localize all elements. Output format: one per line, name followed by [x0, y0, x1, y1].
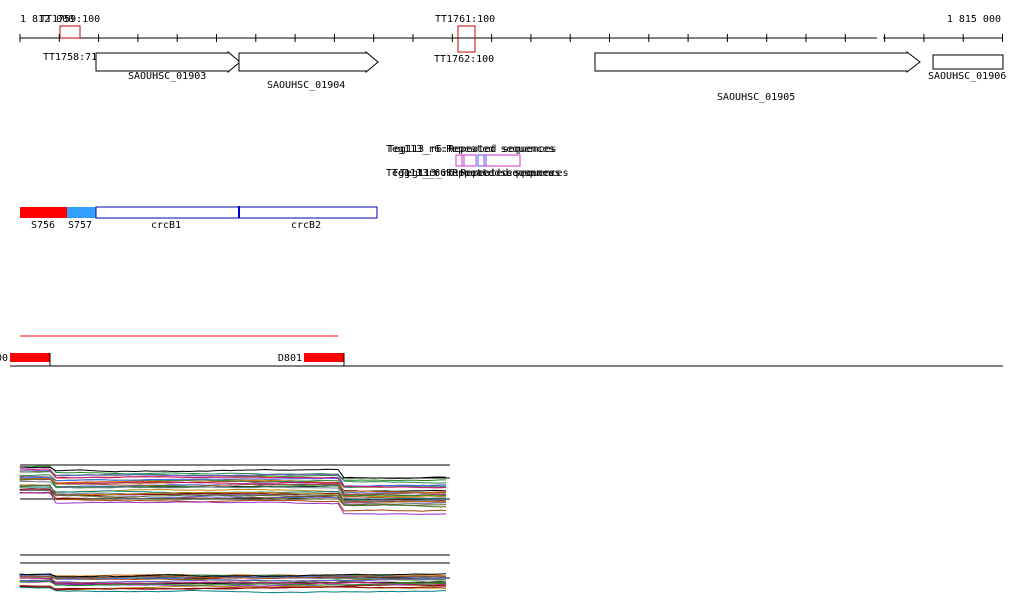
- feature-label: crcB2: [291, 220, 321, 231]
- repeat-track: Teg113_r6:Repeated sequences Teg113_r6:R…: [386, 144, 569, 179]
- segment-label: D800: [0, 353, 8, 364]
- expression-trace: [20, 587, 447, 594]
- gene-label: SAOUHSC_01905: [717, 92, 795, 103]
- expression-trace: [19, 476, 447, 487]
- gene-arrow-saouhsc-01906[interactable]: [932, 54, 1004, 70]
- segment-label: D801: [278, 353, 302, 364]
- expression-trace: [19, 484, 447, 506]
- expression-trace: [19, 585, 446, 591]
- ruler-start-label: 1 812 000: [20, 14, 74, 25]
- expression-trace: [19, 477, 447, 494]
- gene-arrow-saouhsc-01905[interactable]: [594, 50, 921, 74]
- repeat-box[interactable]: [483, 154, 521, 167]
- terminator-tt1759[interactable]: [59, 25, 81, 39]
- terminator-track: TT1759:100 TT1758:71 TT1761:100 TT1762:1…: [40, 14, 495, 65]
- expression-trace: [19, 484, 447, 503]
- repeat-label-bottom: Teg113_r6:Repeated sequences: [386, 168, 555, 179]
- expression-plot-1: [19, 464, 450, 515]
- expression-trace: [19, 466, 447, 479]
- expression-trace: [19, 468, 446, 489]
- feature-track: S756 S757 crcB1 crcB2: [20, 206, 378, 231]
- gene-label: SAOUHSC_01904: [267, 80, 345, 91]
- expression-trace: [19, 489, 447, 506]
- gene-label: SAOUHSC_01903: [128, 71, 206, 82]
- segment-d801[interactable]: [304, 353, 344, 362]
- ruler-end-label: 1 815 000: [947, 14, 1001, 25]
- feature-label: S756: [31, 220, 55, 231]
- repeat-label-bottom-shadow: Teg113_r6:Repeated sequences: [392, 168, 561, 179]
- expression-trace: [19, 577, 447, 586]
- position-ruler: 1 812 000 1 815 000: [19, 14, 1003, 46]
- terminator-label: TT1758:71: [43, 52, 97, 63]
- terminator-label: TT1762:100: [434, 54, 494, 65]
- repeat-box[interactable]: [461, 154, 477, 167]
- expression-trace: [19, 491, 447, 512]
- expression-plot-2: [19, 554, 450, 594]
- expression-trace: [19, 478, 447, 499]
- gene-arrow-saouhsc-01904[interactable]: [238, 50, 379, 74]
- expression-trace: [19, 575, 447, 580]
- repeat-box[interactable]: [477, 154, 487, 167]
- feature-s756[interactable]: [20, 207, 67, 218]
- repeat-label-top: Teg113_r6:Repeated sequences: [386, 144, 555, 155]
- repeat-label-top-shadow: Teg113_r6:Repeated sequences: [388, 144, 557, 155]
- expression-trace: [19, 580, 446, 586]
- feature-crcb2[interactable]: [238, 206, 378, 219]
- terminator-label: TT1761:100: [435, 14, 495, 25]
- terminator-tt1761[interactable]: [457, 25, 476, 53]
- gene-arrow-saouhsc-01903[interactable]: [95, 50, 241, 74]
- segment-d800[interactable]: [10, 353, 50, 362]
- repeat-box[interactable]: [455, 154, 465, 167]
- terminator-label: TT1759:100: [40, 14, 100, 25]
- segment-track: D800 D801: [0, 335, 1003, 367]
- expression-trace: [19, 480, 447, 502]
- expression-trace: [19, 573, 447, 578]
- repeat-label-bottom-shadow: Teg113_r6:Repeated sequences: [400, 168, 569, 179]
- feature-label: crcB1: [151, 220, 181, 231]
- expression-trace: [19, 492, 447, 515]
- gene-track: SAOUHSC_01903 SAOUHSC_01904 SAOUHSC_0190…: [95, 50, 1006, 103]
- feature-label: S757: [68, 220, 92, 231]
- gene-label: SAOUHSC_01906: [928, 71, 1006, 82]
- expression-trace: [19, 489, 447, 508]
- feature-s757[interactable]: [67, 207, 96, 218]
- feature-crcb1[interactable]: [95, 206, 240, 219]
- ruler-ticks: [19, 34, 1003, 42]
